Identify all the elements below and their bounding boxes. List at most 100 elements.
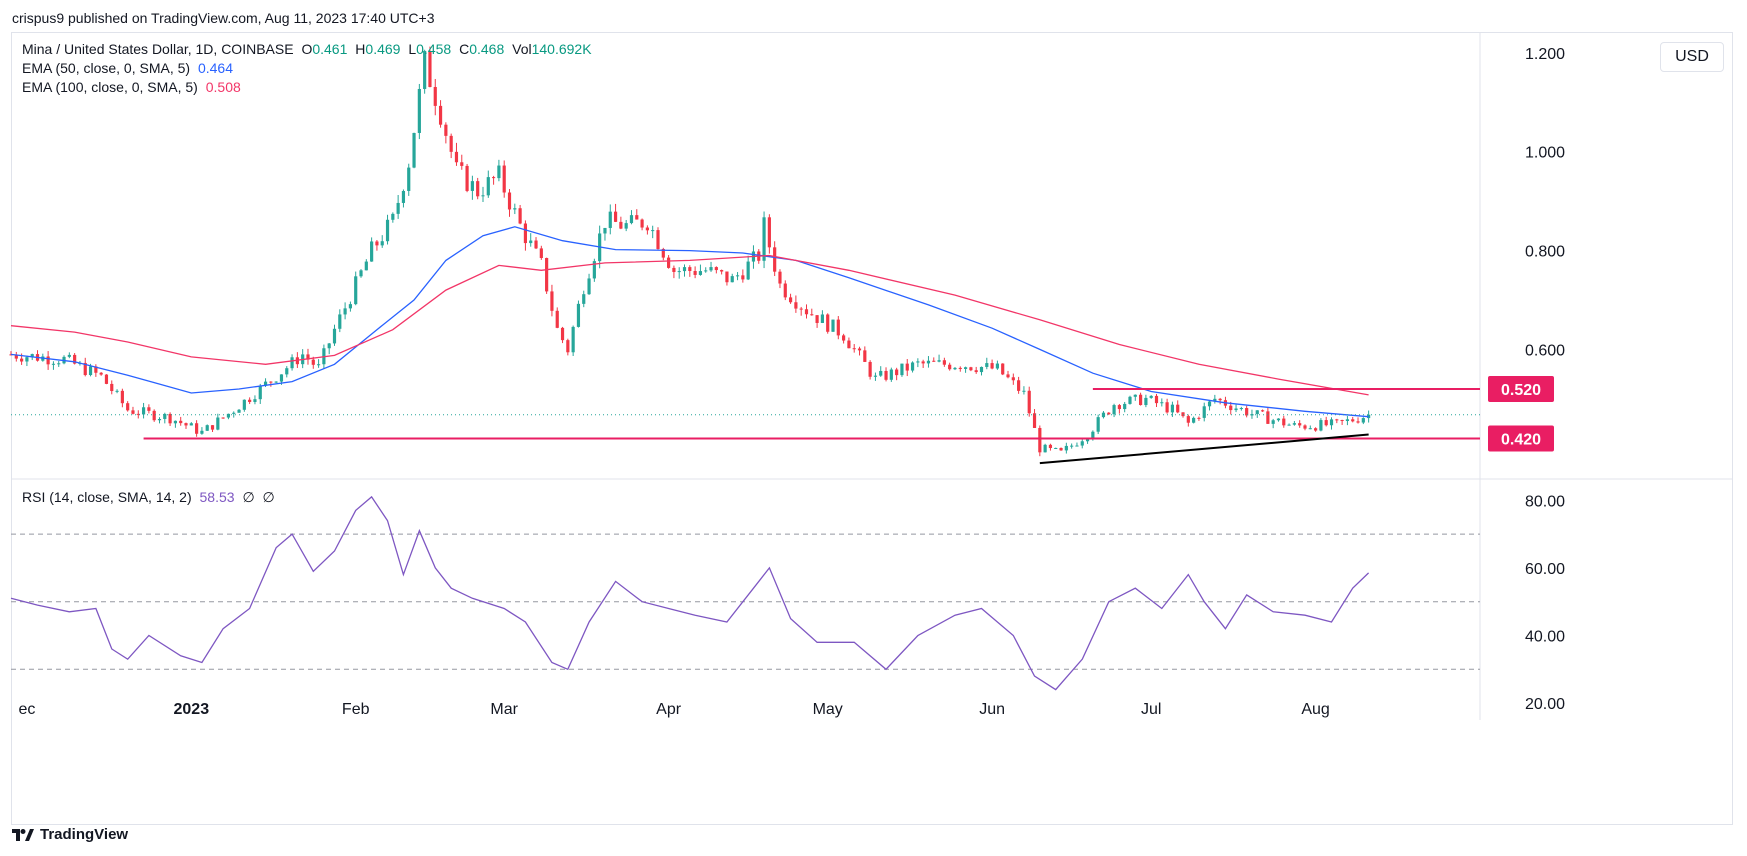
price-label-text: 0.520	[1501, 382, 1541, 399]
candle-body	[619, 221, 623, 229]
candle-body	[629, 215, 634, 224]
currency-button[interactable]: USD	[1660, 42, 1724, 72]
candle-body	[179, 420, 183, 424]
ohlc-low: L0.458	[408, 41, 452, 57]
candle-body	[1308, 428, 1312, 430]
ema50-line	[10, 226, 1369, 418]
footer-brand[interactable]: TradingView	[12, 826, 128, 843]
candle-body	[497, 165, 501, 179]
candle-body	[433, 86, 437, 106]
price-label-box	[1488, 425, 1554, 452]
candle-body	[1202, 406, 1206, 418]
candle-body	[67, 354, 71, 357]
candle-body	[990, 363, 994, 369]
candle-body	[248, 399, 252, 402]
candle-body	[502, 165, 506, 193]
candle-body	[963, 367, 968, 369]
candle-body	[735, 275, 740, 277]
candle-body	[141, 407, 146, 415]
candle-body	[1128, 396, 1132, 404]
candle-body	[1139, 394, 1143, 406]
rsi-extra-2: ∅	[262, 489, 275, 505]
candle-body	[332, 328, 337, 344]
candle-body	[274, 381, 278, 383]
candle-body	[815, 315, 819, 323]
candle-body	[1117, 405, 1121, 410]
candle-body	[126, 403, 130, 411]
candle-body	[83, 362, 87, 376]
candle-body	[184, 423, 188, 426]
candle-body	[311, 359, 315, 365]
candle-body	[857, 348, 862, 351]
candle-body	[1340, 419, 1344, 422]
candle-body	[327, 343, 331, 349]
candle-body	[1064, 445, 1068, 451]
candle-body	[316, 364, 321, 366]
candle-body	[1266, 411, 1270, 424]
candle-body	[343, 308, 347, 315]
time-tick-label: Apr	[656, 701, 682, 718]
candle-body	[20, 358, 24, 362]
candle-body	[1080, 441, 1084, 446]
time-tick-label: 2023	[174, 701, 210, 718]
candle-body	[667, 257, 671, 268]
candle-body	[1245, 408, 1249, 416]
candle-body	[242, 399, 246, 410]
ema50-label: EMA (50, close, 0, SMA, 5)	[22, 60, 191, 76]
candle-body	[1213, 398, 1217, 402]
candle-body	[1234, 408, 1238, 411]
candle-body	[380, 241, 384, 246]
candle-body	[492, 177, 496, 179]
candle-body	[836, 319, 840, 336]
candle-body	[253, 399, 257, 402]
candle-body	[476, 181, 480, 197]
candle-body	[507, 192, 512, 210]
candle-body	[513, 208, 517, 210]
candle-body	[900, 363, 904, 376]
time-tick-label: Mar	[490, 701, 518, 718]
candle-body	[1197, 417, 1201, 419]
candle-body	[725, 271, 729, 283]
candle-body	[709, 267, 713, 271]
candle-body	[1367, 414, 1371, 419]
candle-body	[1091, 431, 1095, 439]
rsi-extra-1: ∅	[242, 489, 255, 505]
candle-body	[1112, 405, 1116, 415]
main-price-pane	[9, 46, 1480, 465]
candle-body	[587, 278, 591, 295]
candle-body	[820, 314, 824, 323]
support-trendline	[1039, 433, 1369, 465]
candle-body	[879, 370, 883, 376]
candle-body	[863, 350, 867, 362]
candle-body	[1059, 447, 1063, 451]
tradingview-logo-icon	[12, 828, 34, 841]
candle-body	[1192, 417, 1196, 423]
candle-body	[454, 151, 459, 163]
candle-body	[1271, 420, 1275, 424]
candle-body	[566, 340, 570, 353]
candle-body	[94, 366, 98, 373]
candle-body	[438, 105, 443, 125]
ohlc-close: C0.468	[459, 41, 505, 57]
candle-body	[396, 202, 400, 214]
chart-frame[interactable]	[11, 32, 1733, 825]
candle-body	[1107, 412, 1111, 415]
rsi-legend: RSI (14, close, SMA, 14, 2) 58.53 ∅ ∅	[22, 489, 279, 506]
candle-body	[693, 270, 697, 275]
candle-body	[704, 270, 708, 272]
candle-body	[645, 227, 649, 231]
candle-body	[120, 390, 124, 404]
candle-body	[1329, 419, 1334, 426]
candle-body	[826, 314, 830, 332]
candle-body	[635, 215, 639, 220]
candle-body	[359, 270, 363, 277]
rsi-tick-label: 60.00	[1525, 561, 1565, 578]
candle-body	[200, 430, 204, 434]
candle-body	[1165, 402, 1169, 413]
candle-body	[916, 361, 920, 363]
time-tick-label: Jul	[1141, 701, 1161, 718]
candle-body	[221, 417, 225, 419]
time-tick-label: Jun	[979, 701, 1005, 718]
candle-body	[1017, 380, 1021, 391]
